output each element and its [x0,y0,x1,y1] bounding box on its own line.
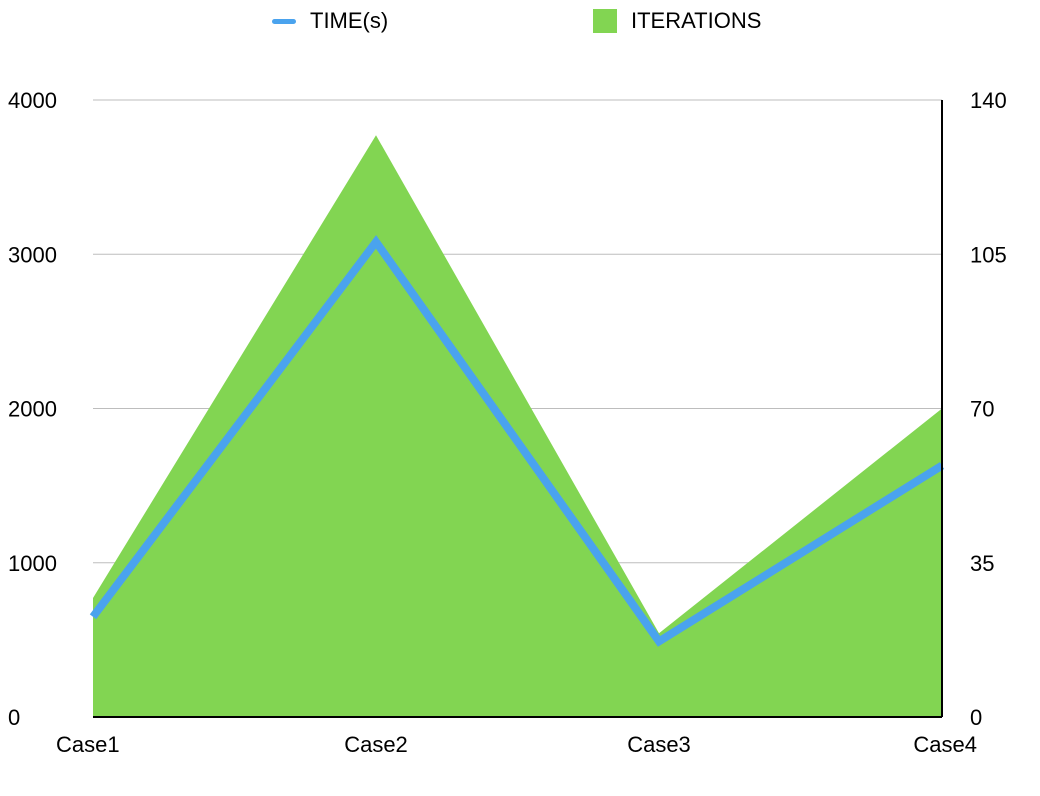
x-axis-labels: Case1 Case2 Case3 Case4 [56,732,977,757]
x-axis-tick-label: Case2 [344,732,408,757]
y-axis-left-tick-label: 1000 [8,551,57,576]
x-axis-tick-label: Case3 [627,732,691,757]
y-axis-left-labels: 0 1000 2000 3000 4000 [8,88,57,730]
time-line-legend-icon [272,18,296,24]
y-axis-right-tick-label: 35 [970,551,994,576]
iterations-swatch-legend-icon [593,9,617,33]
iterations-area [93,135,942,717]
x-axis-tick-label: Case1 [56,732,120,757]
y-axis-left-tick-label: 4000 [8,88,57,113]
axes [93,100,943,718]
y-axis-left-tick-label: 2000 [8,397,57,422]
y-axis-right-tick-label: 0 [970,705,982,730]
x-axis-tick-label: Case4 [913,732,977,757]
legend-label-iterations: ITERATIONS [631,8,762,33]
time-line [89,235,945,647]
y-axis-right-labels: 0 35 70 105 140 [970,88,1007,730]
y-axis-left-tick-label: 3000 [8,242,57,267]
iterations-area-layer [93,135,942,717]
legend: TIME(s) ITERATIONS [0,8,1040,38]
legend-label-time: TIME(s) [310,8,389,33]
legend-item-iterations: ITERATIONS [593,8,761,34]
time-line-layer [89,235,945,647]
y-axis-right-tick-label: 105 [970,242,1007,267]
y-axis-right-tick-label: 140 [970,88,1007,113]
y-axis-left-tick-label: 0 [8,705,20,730]
legend-item-time: TIME(s) [272,8,388,34]
y-axis-right-tick-label: 70 [970,397,994,422]
